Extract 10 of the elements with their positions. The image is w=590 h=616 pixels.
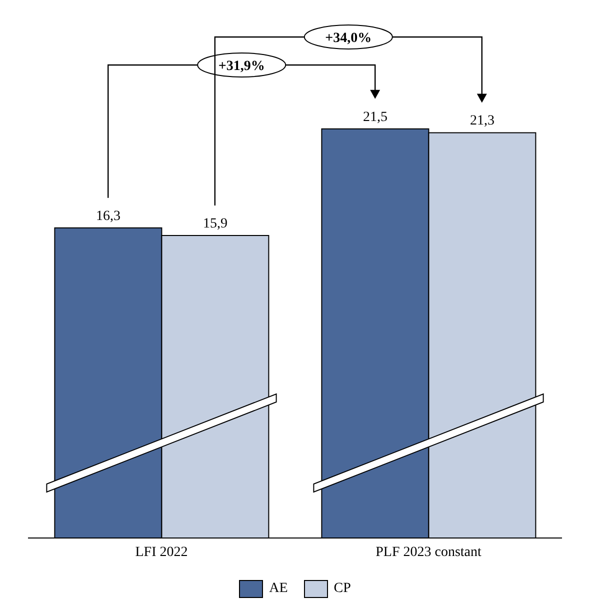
x-tick-label: PLF 2023 constant	[376, 544, 482, 560]
data-label: 21,3	[470, 114, 494, 129]
legend-label: AE	[269, 581, 288, 597]
legend-label: CP	[334, 581, 351, 597]
data-label: 21,5	[362, 110, 388, 125]
data-label: 15,9	[202, 216, 228, 232]
text: +34,0%	[325, 31, 372, 46]
data-label: 16,3	[96, 208, 120, 224]
x-tick-label: LFI 2022	[135, 544, 188, 560]
text: +31,9%	[218, 59, 265, 74]
